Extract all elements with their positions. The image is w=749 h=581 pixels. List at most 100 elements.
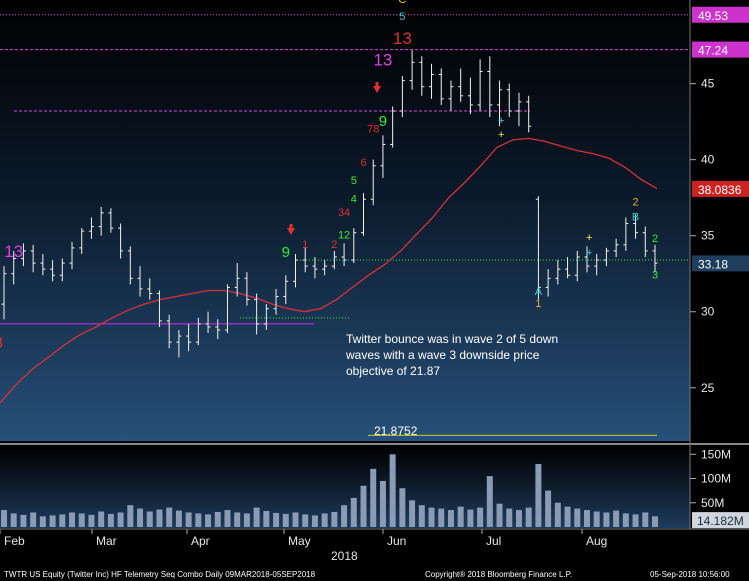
ohlc-bar (351, 228, 357, 264)
sequential-count: 6 (360, 157, 366, 169)
down-arrow-stem (289, 224, 293, 229)
moving-average (0, 137, 658, 404)
volume-bar (360, 485, 367, 527)
ohlc-bar (244, 272, 250, 306)
price-tag (692, 6, 749, 23)
volume-bar (389, 454, 396, 527)
volume-bar (282, 513, 289, 527)
volume-tag-box (692, 512, 749, 529)
ohlc-bar (341, 243, 347, 267)
volume-bar (545, 490, 552, 527)
month-label: Apr (191, 534, 210, 548)
moving-average-line (0, 137, 658, 404)
price-tick-label: 30 (701, 305, 715, 319)
volume-bar (399, 488, 406, 527)
ohlc-bar (30, 244, 36, 273)
ohlc-bar (448, 80, 454, 112)
month-label: Mar (96, 534, 117, 548)
volume-tag: 14.182M (692, 512, 749, 529)
sequential-count: 9 (379, 113, 387, 130)
volume-bar (273, 512, 280, 527)
sequential-count: A (535, 286, 543, 298)
ohlc-bar (535, 196, 541, 300)
ohlc-bar (127, 246, 133, 285)
sequential-count: 12 (338, 230, 350, 242)
volume-bar (457, 506, 464, 527)
ohlc-bar (234, 263, 240, 297)
volume-bar (214, 511, 221, 527)
ohlc-bar (147, 278, 153, 300)
volume-bar (166, 507, 173, 527)
ohlc-bar (11, 250, 17, 285)
ohlc-bar (195, 317, 201, 346)
sequential-count: 9 (282, 244, 290, 261)
volume-bar (583, 510, 590, 527)
volume-bar (98, 511, 105, 527)
ohlc-bar (98, 206, 104, 236)
volume-tick-label: 100M (701, 472, 731, 486)
ohlc-bar (166, 314, 172, 349)
ohlc-bar (487, 56, 493, 118)
ohlc-bar (419, 56, 425, 96)
volume-tick-label: 50M (701, 496, 724, 510)
plus-marker: + (586, 247, 592, 259)
ohlc-bar (438, 68, 444, 105)
annotation-line-1: Twitter bounce was in wave 2 of 5 down (346, 332, 558, 346)
ohlc-bar (312, 256, 318, 279)
ohlc-bar (273, 288, 279, 315)
annotation-line-3: objective of 21.87 (346, 364, 440, 378)
volume-bar (205, 514, 212, 527)
ohlc-bar (594, 253, 600, 276)
volume-bar (341, 505, 348, 527)
volume-axis: 50M 100M 150M (690, 447, 731, 510)
sequential-count: 3 (652, 269, 658, 281)
volume-bar (574, 508, 581, 527)
ohlc-bar (283, 275, 289, 305)
footer-copyright: Copyright® 2018 Bloomberg Finance L.P. (425, 570, 572, 579)
sequential-count: C (398, 0, 406, 6)
level-lines (0, 14, 690, 436)
down-arrow-stem (375, 82, 379, 87)
volume-tick-label: 150M (701, 447, 731, 461)
footer-timestamp: 05-Sep-2018 10:56:00 (650, 570, 730, 579)
volume-bar (243, 513, 250, 527)
plus-marker: + (498, 115, 504, 127)
month-label: May (288, 534, 311, 548)
ohlc-bar (642, 226, 648, 257)
volume-bar (496, 503, 503, 527)
price-tick-label: 25 (701, 381, 715, 395)
sequential-count: 34 (338, 207, 350, 219)
volume-bar (10, 513, 17, 527)
ohlc-bar (497, 80, 503, 127)
month-label: Aug (586, 534, 607, 548)
price-tag-label: 38.0836 (698, 183, 742, 197)
ohlc-bar (613, 238, 619, 257)
volume-bar (302, 514, 309, 527)
price-axis: 25303540458 (0, 77, 715, 395)
volume-bars (1, 454, 658, 527)
volume-bar (370, 468, 377, 527)
volume-bar (622, 513, 629, 527)
volume-bar (652, 516, 658, 527)
ohlc-bar (409, 50, 415, 90)
ohlc-bar (565, 256, 571, 279)
volume-bar (88, 514, 95, 527)
ohlc-bar (20, 243, 26, 267)
volume-bar (107, 513, 114, 527)
ohlc-bar (254, 293, 260, 335)
volume-bar (117, 512, 124, 527)
volume-bar (418, 505, 425, 527)
volume-bar (350, 497, 357, 527)
plus-marker: + (498, 129, 504, 141)
volume-bar (224, 510, 231, 527)
down-arrow-icon (373, 86, 381, 93)
ohlc-bar (390, 106, 396, 148)
annotation-line-2: waves with a wave 3 downside price (345, 348, 540, 362)
volume-bar (477, 507, 484, 527)
ohlc-bar (331, 250, 337, 270)
volume-bar (603, 512, 610, 527)
ohlc-bar (224, 284, 230, 334)
down-arrow-icon (287, 228, 295, 235)
volume-bar (535, 463, 542, 527)
ohlc-bar (59, 258, 65, 282)
